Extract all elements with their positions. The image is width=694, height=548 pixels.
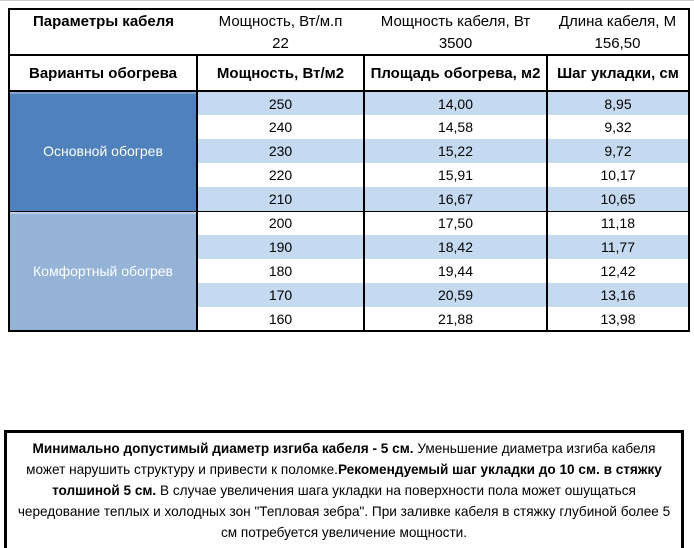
- header-heating-area: Площадь обогрева, м2: [363, 54, 548, 92]
- cell-area: 21,88: [363, 307, 548, 331]
- heating-header-row: Варианты обогрева Мощность, Вт/м2 Площад…: [8, 54, 690, 92]
- cell-step: 10,17: [546, 163, 690, 187]
- cell-step: 9,32: [546, 115, 690, 139]
- value-cable-power: 3500: [364, 33, 547, 56]
- cell-step: 13,16: [546, 283, 690, 307]
- cell-step: 13,98: [546, 307, 690, 331]
- value-power-per-m: 22: [197, 33, 364, 56]
- cell-area: 20,59: [363, 283, 548, 307]
- cell-power: 220: [196, 163, 365, 187]
- cell-area: 17,50: [363, 210, 548, 235]
- cable-params-header-row: Параметры кабеля Мощность, Вт/м.п Мощнос…: [9, 9, 689, 33]
- cell-power: 200: [196, 210, 365, 235]
- value-cable-length: 156,50: [547, 33, 689, 56]
- table-row: Комфортный обогрев 200 17,50 11,18: [9, 210, 690, 331]
- cell-power: 210: [196, 187, 365, 211]
- cell-area: 14,00: [363, 91, 548, 115]
- note-text: Минимально допустимый диаметр изгиба каб…: [17, 441, 671, 540]
- page-top-hairline: [0, 0, 694, 1]
- table-row: Основной обогрев 250 14,00 8,95: [9, 91, 690, 211]
- cell-step: 11,18: [546, 210, 690, 235]
- table-row: 180 19,44 12,42: [9, 259, 690, 283]
- table-row: 210 16,67 10,65: [9, 187, 690, 211]
- cell-power: 180: [196, 259, 365, 283]
- cell-area: 18,42: [363, 235, 548, 259]
- cell-area: 16,67: [363, 187, 548, 211]
- empty-cell: [9, 33, 197, 56]
- header-cable-length: Длина кабеля, М: [558, 13, 677, 30]
- cable-params-title: Параметры кабеля: [32, 13, 175, 30]
- cell-power: 190: [196, 235, 365, 259]
- table-row: 240 14,58 9,32: [9, 115, 690, 139]
- cell-step: 8,95: [546, 91, 690, 115]
- cell-power: 230: [196, 139, 365, 163]
- header-cable-power: Мощность кабеля, Вт: [380, 13, 531, 30]
- cell-area: 19,44: [363, 259, 548, 283]
- header-heating-variants: Варианты обогрева: [8, 54, 198, 92]
- section-label-comfort-heating: Комфортный обогрев: [9, 210, 198, 331]
- table-row: 160 21,88 13,98: [9, 307, 690, 331]
- cell-power: 250: [196, 91, 365, 115]
- cell-step: 9,72: [546, 139, 690, 163]
- cell-area: 15,22: [363, 139, 548, 163]
- header-power-per-m: Мощность, Вт/м.п: [218, 13, 343, 30]
- table-row: 190 18,42 11,77: [9, 235, 690, 259]
- header-power-density: Мощность, Вт/м2: [196, 54, 365, 92]
- cell-step: 12,42: [546, 259, 690, 283]
- installation-note: Минимально допустимый диаметр изгиба каб…: [4, 430, 684, 548]
- cell-area: 15,91: [363, 163, 548, 187]
- cell-power: 160: [196, 307, 365, 331]
- cell-power: 170: [196, 283, 365, 307]
- table-row: 230 15,22 9,72: [9, 139, 690, 163]
- section-label-main-heating: Основной обогрев: [9, 91, 198, 211]
- header-laying-step: Шаг укладки, см: [546, 54, 690, 92]
- cable-params-values-row: 22 3500 156,50: [9, 33, 689, 56]
- cell-step: 11,77: [546, 235, 690, 259]
- table-row: 220 15,91 10,17: [9, 163, 690, 187]
- cell-area: 14,58: [363, 115, 548, 139]
- cell-step: 10,65: [546, 187, 690, 211]
- cell-power: 240: [196, 115, 365, 139]
- table-row: 170 20,59 13,16: [9, 283, 690, 307]
- cable-heating-table: Параметры кабеля Мощность, Вт/м.п Мощнос…: [8, 8, 690, 332]
